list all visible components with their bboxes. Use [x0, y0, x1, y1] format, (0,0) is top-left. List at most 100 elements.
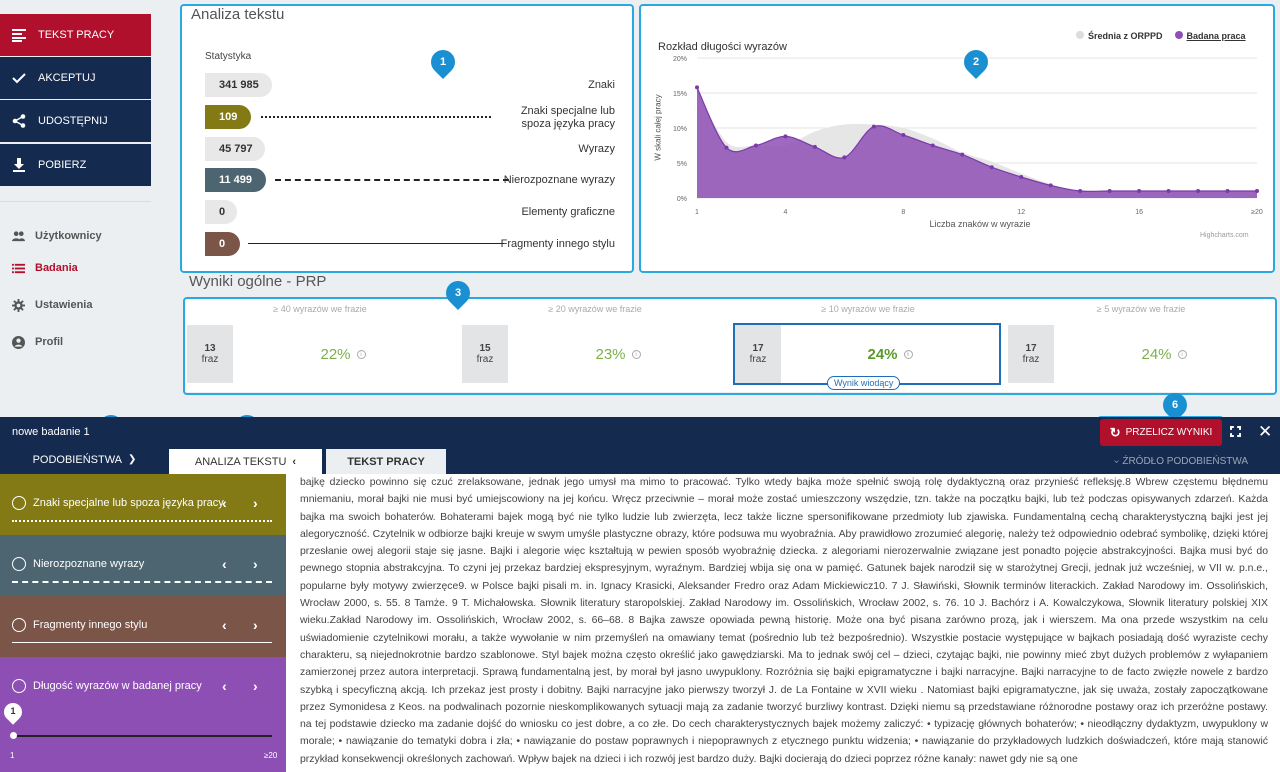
next-icon[interactable]: ›: [253, 556, 258, 572]
prp-column-header: ≥ 20 wyrazów we frazie: [548, 304, 642, 314]
prp-result-box[interactable]: 17 fraz 24% i: [733, 323, 1001, 385]
previous-icon[interactable]: ‹: [222, 678, 227, 694]
legend-dot-average: [1076, 31, 1084, 39]
statistics-label: Statystyka: [205, 51, 252, 62]
filter-line: [12, 642, 272, 643]
prp-percentage-value: 24%: [1141, 345, 1172, 363]
document-text: bajkę dziecko powinno się czuć zrelaksow…: [286, 474, 1280, 772]
marker-2: 2: [959, 45, 993, 79]
legend-studied-label: Badana praca: [1186, 31, 1246, 41]
phrase-count-unit: fraz: [749, 354, 767, 365]
chart-x-label: Liczba znaków w wyrazie: [929, 219, 1031, 229]
share-icon: [12, 114, 26, 128]
sidebar-item-studies-label: Badania: [35, 262, 78, 274]
data-point: [812, 144, 817, 149]
sidebar-item-studies[interactable]: Badania: [0, 253, 151, 283]
prp-percentage-value: 22%: [320, 345, 351, 363]
close-icon[interactable]: ✕: [1258, 422, 1273, 441]
data-point: [1255, 189, 1259, 193]
data-point: [960, 152, 965, 157]
filter-label: Długość wyrazów w badanej pracy: [33, 680, 202, 692]
data-point: [1196, 189, 1201, 193]
prp-result-box[interactable]: 15 fraz 23% i: [462, 325, 728, 383]
accept-button[interactable]: AKCEPTUJ: [0, 57, 151, 99]
next-icon[interactable]: ›: [253, 495, 258, 511]
phrase-count-unit: fraz: [476, 354, 494, 365]
next-icon[interactable]: ›: [253, 617, 258, 633]
x-tick-label: 16: [1135, 209, 1143, 216]
filter-radio[interactable]: [12, 679, 26, 693]
share-button[interactable]: UDOSTĘPNIJ: [0, 100, 151, 142]
data-point: [1019, 175, 1024, 179]
phrase-count-value: 17: [1025, 343, 1037, 354]
tab-analysis-label: ANALIZA TEKSTU: [194, 455, 287, 468]
phrase-count-value: 13: [204, 343, 216, 354]
stat-graphics-label: Elementy graficzne: [521, 206, 615, 218]
previous-icon[interactable]: ‹: [222, 556, 227, 572]
filter-radio[interactable]: [12, 557, 26, 571]
download-icon: [13, 158, 25, 172]
text-button[interactable]: TEKST PRACY: [0, 14, 151, 56]
profile-icon: [12, 335, 25, 349]
previous-icon[interactable]: ‹: [222, 617, 227, 633]
legend-item-studied[interactable]: Badana praca: [1174, 31, 1246, 41]
prp-result-box[interactable]: 13 fraz 22% i: [187, 325, 453, 383]
sidebar-item-settings[interactable]: Ustawienia: [0, 290, 151, 320]
stat-special-chars-label: Znaki specjalne lub spoza języka pracy: [520, 105, 615, 130]
phrase-count: 17 fraz: [1008, 325, 1054, 383]
stat-row-chars: 341 985 Znaki: [205, 73, 615, 97]
tab-similarities[interactable]: PODOBIEŃSTWA ❯: [11, 447, 158, 472]
recalculate-button[interactable]: ↻ PRZELICZ WYNIKI: [1100, 419, 1222, 446]
similarity-source-label: ŹRÓDŁO PODOBIEŃSTWA: [1122, 456, 1249, 467]
word-length-slider[interactable]: [12, 735, 272, 737]
slider-handle[interactable]: [10, 732, 17, 739]
slider-max-label: ≥20: [264, 751, 278, 760]
legend-item-average[interactable]: Średnia z ORPPD: [1076, 31, 1163, 41]
phrase-count: 13 fraz: [187, 325, 233, 383]
info-icon[interactable]: i: [1177, 349, 1187, 359]
stat-words-label: Wyrazy: [578, 143, 615, 155]
filter-panel[interactable]: Długość wyrazów w badanej pracy ‹ › 1 1 ≥20: [0, 657, 286, 772]
filter-radio[interactable]: [12, 496, 26, 510]
similarity-source-toggle[interactable]: › ŹRÓDŁO PODOBIEŃSTWA: [1111, 456, 1249, 467]
download-button[interactable]: POBIERZ: [0, 144, 151, 186]
data-point: [871, 124, 876, 129]
prp-percentage-value: 23%: [595, 345, 626, 363]
data-point: [1048, 183, 1053, 188]
data-point: [695, 85, 699, 90]
filter-radio[interactable]: [12, 618, 26, 632]
sidebar-item-users-label: Użytkownicy: [35, 230, 102, 242]
tab-analysis[interactable]: ANALIZA TEKSTU ‹: [169, 449, 322, 474]
info-icon[interactable]: i: [903, 349, 913, 359]
filter-panel[interactable]: Nierozpoznane wyrazy ‹ ›: [0, 535, 286, 596]
solid-line: [248, 243, 504, 244]
sidebar-divider: [0, 201, 151, 202]
text-button-label: TEKST PRACY: [38, 29, 115, 41]
filter-panel[interactable]: Znaki specjalne lub spoza języka pracy ‹ ›: [0, 474, 286, 535]
filter-label: Znaki specjalne lub spoza języka pracy: [33, 497, 224, 509]
phrase-count: 15 fraz: [462, 325, 508, 383]
list-icon: [12, 263, 25, 273]
sidebar-item-profile[interactable]: Profil: [0, 327, 151, 357]
filter-label: Fragmenty innego stylu: [33, 619, 148, 631]
sidebar-item-users[interactable]: Użytkownicy: [0, 221, 151, 251]
previous-icon[interactable]: ‹: [222, 495, 227, 511]
tab-text[interactable]: TEKST PRACY: [326, 449, 446, 474]
next-icon[interactable]: ›: [253, 678, 258, 694]
gear-icon: [12, 298, 25, 312]
text-icon: [12, 29, 26, 42]
stat-row-other-style: 0 Fragmenty innego stylu: [205, 232, 615, 256]
chart-title: Rozkład długości wyrazów: [658, 41, 787, 53]
stat-row-special-chars: 109 Znaki specjalne lub spoza języka pra…: [205, 105, 615, 130]
prp-percentage-value: 24%: [867, 345, 898, 363]
prp-result-box[interactable]: 17 fraz 24% i: [1008, 325, 1274, 383]
info-icon[interactable]: i: [356, 349, 366, 359]
stat-special-chars-value: 109: [205, 105, 251, 129]
x-tick-label: 12: [1017, 209, 1025, 216]
filter-panel[interactable]: Fragmenty innego stylu ‹ ›: [0, 596, 286, 657]
data-point: [901, 133, 906, 137]
prp-column-header: ≥ 40 wyrazów we frazie: [273, 304, 367, 314]
phrase-count: 17 fraz: [735, 325, 781, 383]
slider-min-label: 1: [10, 751, 15, 760]
info-icon[interactable]: i: [631, 349, 641, 359]
